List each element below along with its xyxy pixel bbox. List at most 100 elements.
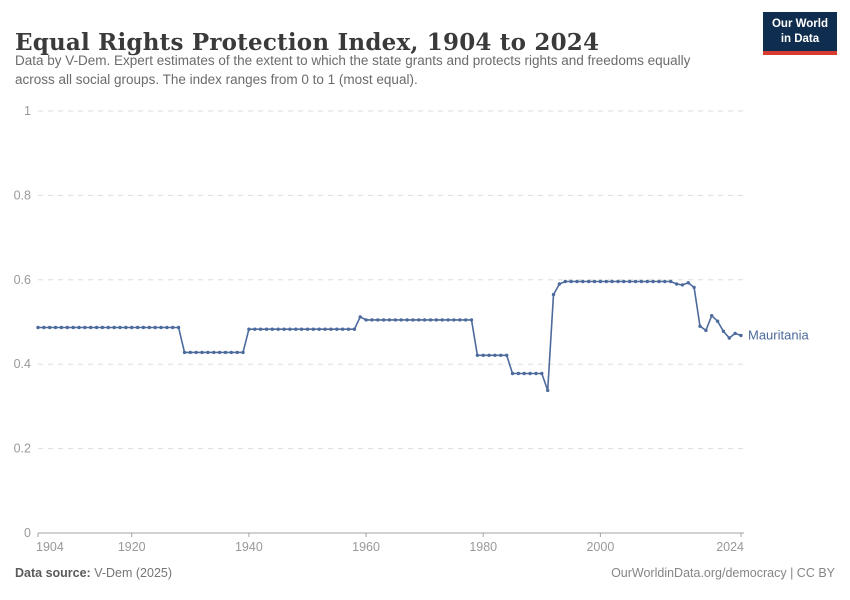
data-point[interactable] xyxy=(346,327,351,331)
data-point[interactable] xyxy=(206,350,210,355)
data-point[interactable] xyxy=(516,371,521,376)
data-point[interactable] xyxy=(645,279,649,284)
data-point[interactable] xyxy=(258,327,263,331)
data-point[interactable] xyxy=(422,318,427,322)
data-point[interactable] xyxy=(510,371,515,376)
data-point[interactable] xyxy=(569,279,573,284)
data-point[interactable] xyxy=(411,318,415,322)
data-point[interactable] xyxy=(446,318,450,322)
data-point[interactable] xyxy=(200,350,204,355)
data-point[interactable] xyxy=(364,318,368,322)
data-point[interactable] xyxy=(715,319,720,323)
data-point[interactable] xyxy=(598,279,603,284)
data-point[interactable] xyxy=(153,325,157,330)
data-point[interactable] xyxy=(305,327,310,331)
data-point[interactable] xyxy=(329,327,333,331)
data-point[interactable] xyxy=(130,325,134,330)
data-point[interactable] xyxy=(563,279,567,284)
data-point[interactable] xyxy=(370,318,374,322)
data-point[interactable] xyxy=(358,315,362,319)
line-chart[interactable]: 0 0.2 0.4 0.6 0.8 1 1904 1920 1940 1960 1980 2000 20… xyxy=(0,95,850,563)
data-point[interactable] xyxy=(499,353,503,357)
data-point[interactable] xyxy=(59,325,64,330)
data-point[interactable] xyxy=(135,325,140,330)
data-point[interactable] xyxy=(686,281,690,285)
data-point[interactable] xyxy=(680,283,685,287)
series-mauritania[interactable] xyxy=(36,279,743,393)
data-point[interactable] xyxy=(721,329,726,333)
data-point[interactable] xyxy=(727,336,731,340)
data-point[interactable] xyxy=(399,318,403,322)
data-point[interactable] xyxy=(387,318,392,322)
data-point[interactable] xyxy=(551,292,556,297)
data-point[interactable] xyxy=(194,350,198,355)
data-point[interactable] xyxy=(540,371,544,376)
data-point[interactable] xyxy=(159,325,163,330)
data-point[interactable] xyxy=(223,350,228,355)
data-point[interactable] xyxy=(65,325,70,330)
data-point[interactable] xyxy=(481,353,485,357)
data-point[interactable] xyxy=(557,282,562,286)
data-point[interactable] xyxy=(294,327,298,331)
data-point[interactable] xyxy=(112,325,116,330)
data-point[interactable] xyxy=(171,325,175,330)
data-point[interactable] xyxy=(440,318,444,322)
data-point[interactable] xyxy=(48,325,52,330)
data-point[interactable] xyxy=(124,325,128,330)
data-point[interactable] xyxy=(487,353,491,357)
data-point[interactable] xyxy=(77,325,81,330)
data-point[interactable] xyxy=(669,279,673,284)
data-point[interactable] xyxy=(651,279,655,284)
data-point[interactable] xyxy=(241,350,245,355)
data-point[interactable] xyxy=(282,327,286,331)
data-point[interactable] xyxy=(335,327,339,331)
data-point[interactable] xyxy=(311,327,315,331)
data-point[interactable] xyxy=(674,282,679,286)
data-point[interactable] xyxy=(212,350,216,355)
data-point[interactable] xyxy=(622,279,626,284)
owid-url-license-link[interactable]: OurWorldinData.org/democracy | CC BY xyxy=(611,566,835,580)
data-point[interactable] xyxy=(704,328,708,333)
data-point[interactable] xyxy=(581,279,585,284)
data-point[interactable] xyxy=(264,327,269,331)
data-point[interactable] xyxy=(299,327,304,331)
data-point[interactable] xyxy=(317,327,321,331)
data-point[interactable] xyxy=(458,318,462,322)
data-point[interactable] xyxy=(739,333,743,338)
data-point[interactable] xyxy=(522,371,526,376)
data-point[interactable] xyxy=(464,318,468,322)
data-point[interactable] xyxy=(217,350,222,355)
data-point[interactable] xyxy=(71,325,75,330)
data-point[interactable] xyxy=(692,285,696,290)
data-point[interactable] xyxy=(393,318,398,322)
data-point[interactable] xyxy=(405,318,409,322)
data-point[interactable] xyxy=(340,327,345,331)
data-point[interactable] xyxy=(376,318,380,322)
data-point[interactable] xyxy=(633,279,638,284)
data-point[interactable] xyxy=(323,327,327,331)
data-point[interactable] xyxy=(639,279,644,284)
data-point[interactable] xyxy=(610,279,614,284)
data-point[interactable] xyxy=(276,327,280,331)
data-point[interactable] xyxy=(176,325,181,330)
data-point[interactable] xyxy=(188,350,192,355)
data-point[interactable] xyxy=(182,350,187,355)
data-point[interactable] xyxy=(505,353,509,357)
data-point[interactable] xyxy=(118,325,122,330)
data-point[interactable] xyxy=(592,279,597,284)
data-point[interactable] xyxy=(288,327,292,331)
data-point[interactable] xyxy=(657,279,661,284)
data-point[interactable] xyxy=(428,318,433,322)
data-point[interactable] xyxy=(733,331,737,336)
data-point[interactable] xyxy=(663,279,667,284)
data-point[interactable] xyxy=(352,327,357,331)
owid-logo[interactable]: Our World in Data xyxy=(762,12,837,55)
data-point[interactable] xyxy=(83,325,87,330)
data-point[interactable] xyxy=(546,388,550,393)
data-point[interactable] xyxy=(587,279,591,284)
data-point[interactable] xyxy=(165,325,169,330)
data-point[interactable] xyxy=(94,325,99,330)
data-point[interactable] xyxy=(575,279,579,284)
data-point[interactable] xyxy=(381,318,386,322)
data-point[interactable] xyxy=(235,350,239,355)
